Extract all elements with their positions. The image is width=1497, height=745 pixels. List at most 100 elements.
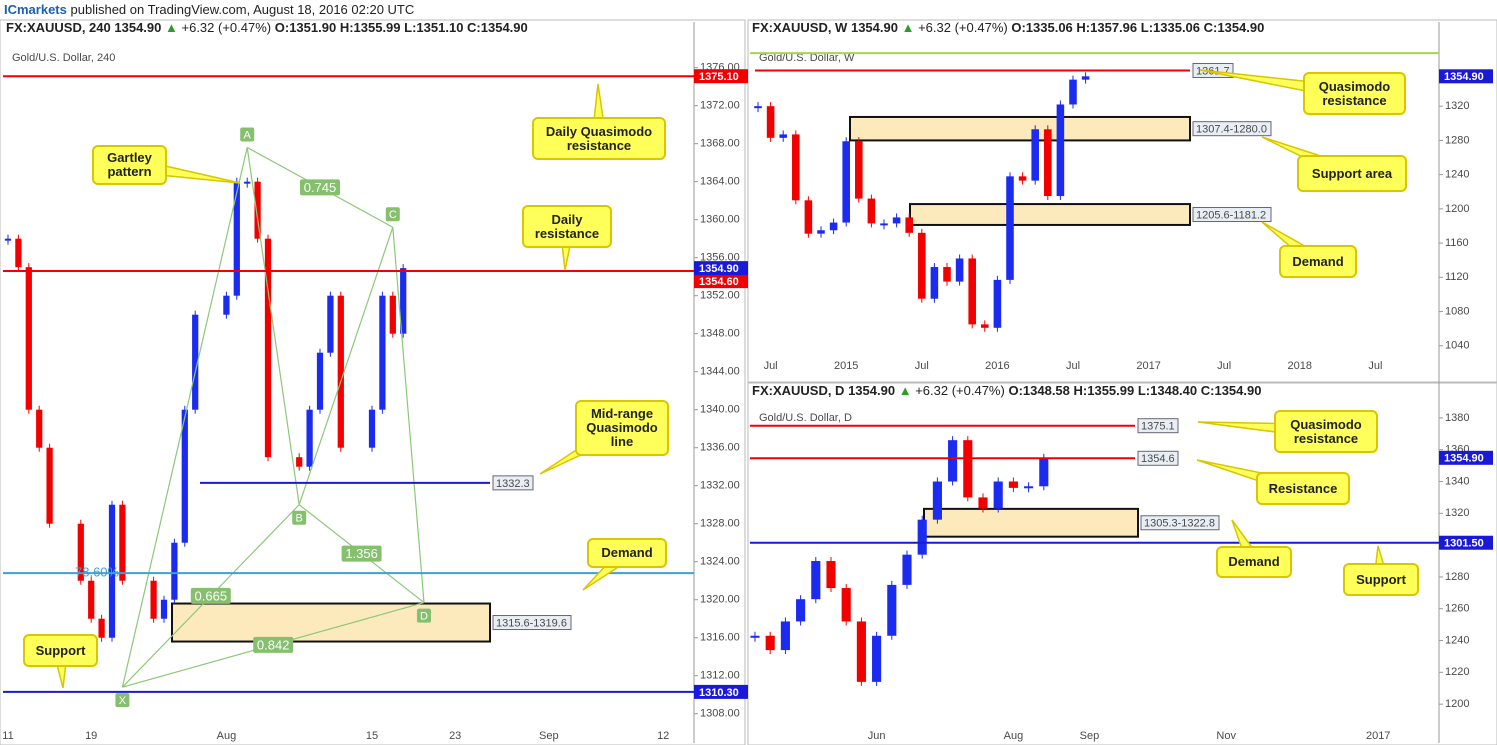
candle	[880, 223, 888, 226]
zone	[909, 203, 1191, 226]
candle	[1008, 481, 1018, 488]
level-label-box	[1137, 450, 1179, 466]
zone-label-box	[1140, 515, 1220, 531]
candle	[1024, 486, 1034, 489]
price-badge-label: 1301.50	[1444, 538, 1484, 550]
point-label: B	[296, 513, 303, 525]
candle	[181, 409, 188, 543]
low: L:1351.10	[404, 20, 464, 35]
candle	[750, 635, 760, 638]
y-tick-label: 1260	[1445, 603, 1469, 615]
y-tick-label: 1308.00	[700, 708, 740, 720]
candle	[905, 217, 913, 233]
chart-header: FX:XAUUSD, 240 1354.90 ▲ +6.32 (+0.47%) …	[6, 20, 528, 35]
candle	[98, 618, 105, 638]
chart-header: FX:XAUUSD, D 1354.90 ▲ +6.32 (+0.47%) O:…	[752, 383, 1261, 398]
candle	[119, 504, 126, 581]
chart-header: FX:XAUUSD, W 1354.90 ▲ +6.32 (+0.47%) O:…	[752, 20, 1264, 35]
y-tick-label: 1040	[1445, 340, 1469, 352]
candle	[981, 324, 989, 328]
price: 1354.90	[114, 20, 162, 35]
point-label-box	[385, 207, 400, 222]
candle	[892, 217, 901, 224]
candle	[160, 599, 168, 619]
low: L:1348.40	[1137, 383, 1198, 398]
level-label-box	[1137, 418, 1179, 434]
y-tick-label: 1320	[1445, 507, 1469, 519]
candle	[337, 295, 344, 448]
y-tick-label: 1316.00	[700, 632, 740, 644]
y-tick-label: 1280	[1445, 571, 1469, 583]
candle	[955, 258, 964, 282]
close: C:1354.90	[467, 20, 528, 35]
price-badge-label: 1310.30	[699, 687, 739, 699]
chart-title: Gold/U.S. Dollar, W	[759, 52, 855, 64]
x-tick-label: 23	[449, 730, 461, 742]
callout: Daily Quasimodo resistance	[532, 117, 666, 160]
candle	[872, 635, 882, 682]
candle	[1081, 76, 1090, 80]
ratio-box	[253, 636, 294, 653]
y-tick-label: 1340.00	[700, 404, 740, 416]
x-tick-label: 19	[85, 730, 97, 742]
open: O:1351.90	[274, 20, 337, 35]
low: L:1335.06	[1140, 20, 1201, 35]
level-label: 1375.1	[1141, 421, 1175, 433]
candle	[1031, 129, 1039, 181]
candle	[792, 134, 800, 201]
callout: Daily resistance	[522, 205, 612, 248]
candle	[754, 106, 762, 109]
x-tick-label: Jul	[1066, 360, 1080, 372]
y-tick-label: 1320	[1445, 100, 1469, 112]
y-tick-label: 1344.00	[700, 366, 740, 378]
candle	[244, 181, 251, 184]
candle	[917, 519, 927, 555]
candle	[856, 621, 866, 682]
candle	[826, 561, 836, 589]
y-tick-label: 1372.00	[700, 100, 740, 112]
last-price-badge	[694, 261, 748, 276]
x-tick-label: Aug	[217, 730, 237, 742]
up-icon: ▲	[901, 20, 915, 35]
candle	[1039, 457, 1049, 487]
y-tick-label: 1320.00	[700, 594, 740, 606]
x-tick-label: Sep	[539, 730, 559, 742]
published: published on TradingView.com, August 18,…	[70, 2, 415, 17]
candle	[968, 258, 976, 325]
y-tick-label: 1352.00	[700, 290, 740, 302]
close: C:1354.90	[1203, 20, 1265, 35]
ratio-box	[341, 545, 382, 562]
point-label: C	[389, 209, 397, 221]
candle	[993, 279, 1002, 328]
callout: Demand	[1216, 546, 1292, 578]
panel-frame	[747, 382, 1497, 745]
y-tick-label: 1340	[1445, 475, 1469, 487]
candle	[316, 352, 324, 410]
candle	[254, 181, 261, 239]
candle	[400, 268, 407, 334]
candle	[15, 238, 22, 268]
y-tick-label: 1368.00	[700, 138, 740, 150]
panel-frame	[747, 19, 1497, 383]
y-tick-label: 1380	[1445, 412, 1469, 424]
candle	[368, 409, 376, 448]
candle	[389, 295, 396, 334]
x-tick-label: Jul	[1217, 360, 1231, 372]
brand: ICmarkets	[4, 2, 67, 17]
change: +6.32 (+0.47%)	[181, 20, 272, 35]
candle	[1044, 129, 1052, 197]
candle	[77, 523, 84, 581]
candle	[779, 134, 787, 138]
zone	[171, 602, 491, 643]
price-badge-label: 1354.60	[699, 276, 739, 288]
candle	[192, 314, 199, 410]
price-badge	[694, 69, 748, 84]
zone-label: 1305.3-1322.8	[1144, 518, 1215, 530]
ratio-label: 1.356	[345, 546, 378, 561]
ratio-label: 0.842	[257, 637, 290, 652]
candle	[948, 440, 958, 482]
high: H:1355.99	[339, 20, 401, 35]
up-icon: ▲	[898, 383, 912, 398]
candle	[765, 635, 775, 651]
